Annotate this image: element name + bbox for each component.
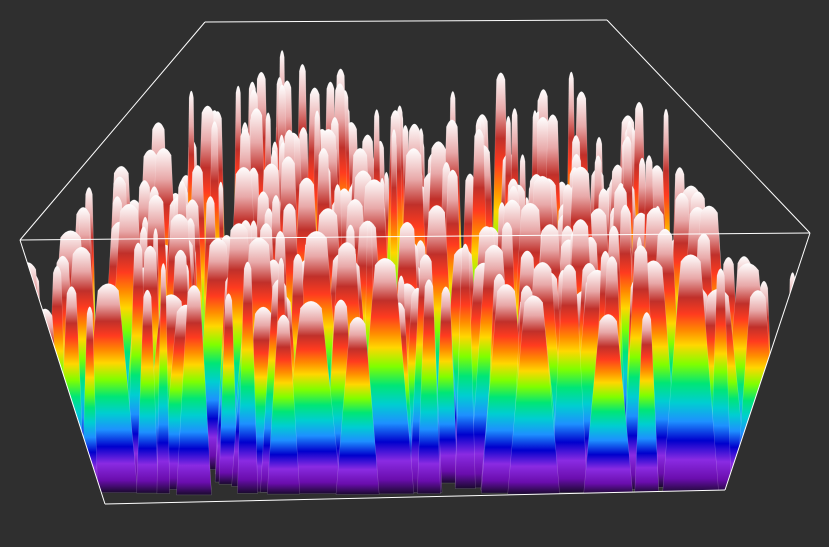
bounding-box-back <box>19 19 811 241</box>
surface-peak <box>136 289 159 494</box>
surface-peak <box>507 295 560 495</box>
surface-peak <box>237 261 259 494</box>
surface-peak <box>176 284 212 496</box>
surface-peak <box>583 313 634 495</box>
surface-peak <box>454 243 476 489</box>
surface-peak <box>634 312 660 494</box>
surface-peak <box>156 262 170 494</box>
bounding-box-front <box>19 232 811 505</box>
surface-peak <box>20 274 49 492</box>
surface-peak <box>709 268 732 494</box>
surface-peak <box>335 316 380 495</box>
surface-peak <box>20 262 52 494</box>
surface-peak <box>784 272 801 494</box>
surface-peak <box>433 286 458 484</box>
surface-peak <box>662 254 719 494</box>
surface-peak <box>417 279 441 495</box>
surface-peak <box>550 264 588 493</box>
surface-peaks <box>20 49 801 496</box>
surface-peak <box>218 293 239 485</box>
surface-peak <box>266 314 301 495</box>
